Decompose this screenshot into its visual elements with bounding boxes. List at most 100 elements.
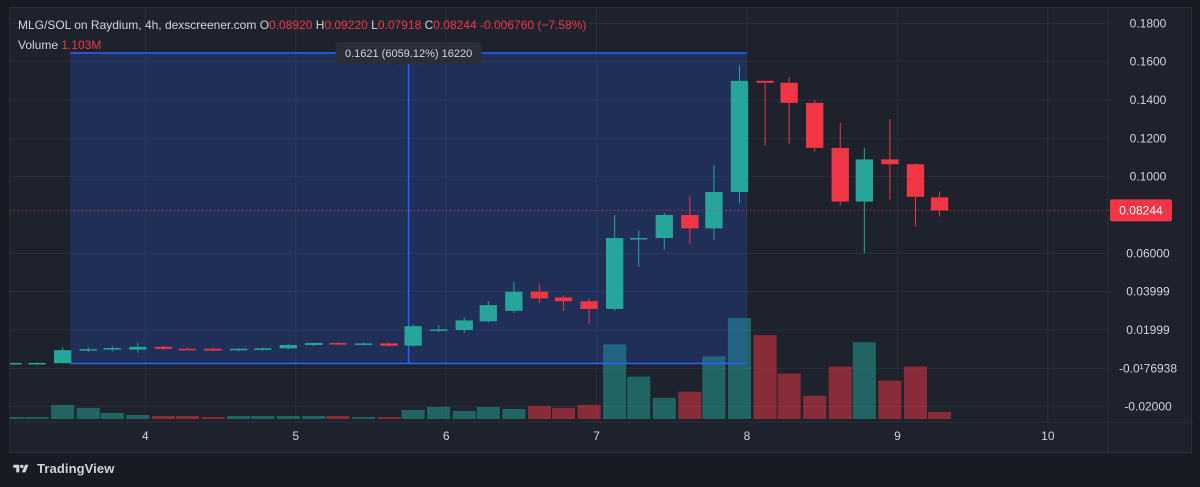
candle-body <box>404 326 422 346</box>
candle-body <box>354 343 373 345</box>
candle <box>479 301 497 323</box>
candle-body <box>831 147 849 202</box>
candle <box>204 347 222 352</box>
volume-bar <box>326 415 350 419</box>
candle <box>881 119 899 200</box>
candle <box>28 362 46 365</box>
volume-bar <box>577 404 601 419</box>
candle-body <box>380 343 398 346</box>
volume-bar <box>927 411 952 419</box>
volume-bar <box>377 416 401 419</box>
candle-body <box>630 238 648 240</box>
candle-body <box>730 80 749 192</box>
candle-body <box>79 349 97 351</box>
tradingview-logo-icon <box>13 464 29 472</box>
price-tick-label: 0.06000 <box>1126 246 1170 260</box>
price-tick-label: 0.1800 <box>1130 16 1167 30</box>
candle <box>178 347 197 351</box>
candle-body <box>505 291 523 311</box>
last-price-badge <box>1110 199 1172 222</box>
candle <box>831 123 849 206</box>
candle <box>655 213 673 250</box>
volume-bar <box>227 415 251 419</box>
volume-bar <box>702 356 726 419</box>
volume-bar <box>527 405 551 419</box>
candle-body <box>305 343 323 345</box>
candle-body <box>329 343 347 345</box>
candle-body <box>53 350 72 364</box>
candle-body <box>780 82 798 103</box>
candle-body <box>430 329 448 331</box>
candle <box>430 325 448 332</box>
candle <box>79 347 97 353</box>
candle <box>681 195 699 244</box>
volume-bar <box>51 404 75 419</box>
change-value: -0.006760 (−7.58%) <box>480 18 587 32</box>
volume-bar <box>10 416 25 419</box>
candle-body <box>28 362 46 365</box>
volume-bar <box>852 342 876 419</box>
candle <box>455 317 473 333</box>
volume-bar <box>828 366 852 419</box>
candle-body <box>906 164 925 197</box>
candle-body <box>279 344 297 349</box>
candle <box>354 342 373 346</box>
volume-bar <box>25 416 49 419</box>
time-tick-label: 9 <box>894 429 901 443</box>
volume-bar <box>476 406 500 419</box>
volume-bar <box>276 415 300 419</box>
price-tick-label: 0.01999 <box>1126 323 1170 337</box>
low-label: L <box>371 18 378 32</box>
ohlc-legend: MLG/SOL on Raydium, 4h, dexscreener.com … <box>18 18 586 32</box>
candle <box>906 163 925 227</box>
volume-bar <box>727 318 752 419</box>
last-price-label: 0.08244 <box>1119 203 1163 217</box>
axis-layer: 0.1800 0.1600 0.1400 0.1200 0.1000 0.06000 0.0… <box>10 8 1193 454</box>
candle <box>404 324 422 347</box>
price-tick-label: 0.03999 <box>1126 285 1170 299</box>
chart-frame[interactable]: 0.1621 (6059.12%) 16220 0.1800 0.1600 0.14… <box>9 7 1193 454</box>
volume-bar <box>175 415 200 419</box>
open-value: 0.08920 <box>269 18 313 32</box>
volume-bar <box>100 412 124 419</box>
candle-body <box>705 192 723 229</box>
candle <box>730 65 749 204</box>
volume-label: Volume <box>18 38 59 52</box>
candle-body <box>881 159 899 165</box>
time-tick-label: 10 <box>1041 429 1055 443</box>
volume-bar <box>201 416 225 419</box>
volume-bar <box>126 414 150 419</box>
time-tick-label: 5 <box>292 429 299 443</box>
volume-bar <box>427 406 451 419</box>
high-label: H <box>315 18 325 32</box>
volume-bar <box>903 366 928 419</box>
candle-body <box>154 346 173 349</box>
candle <box>380 342 398 347</box>
volume-bar <box>678 391 702 419</box>
volume-bar <box>251 415 275 419</box>
high-value: 0.09220 <box>324 18 368 32</box>
candle-body <box>204 348 222 351</box>
time-tick-label: 6 <box>443 429 450 443</box>
candle <box>780 77 798 145</box>
tradingview-branding[interactable]: TradingView <box>11 461 114 476</box>
candle-layer <box>10 65 949 365</box>
measure-layer: 0.1621 (6059.12%) 16220 <box>70 42 748 365</box>
candle <box>279 343 297 350</box>
candle-body <box>855 159 873 202</box>
volume-bar <box>151 415 175 419</box>
candle <box>229 348 248 352</box>
open-label: O <box>259 18 270 32</box>
candle <box>605 215 624 311</box>
grid <box>10 8 1108 422</box>
candle <box>10 362 22 365</box>
candle <box>53 347 72 364</box>
volume-legend: Volume 1.103M <box>18 38 101 52</box>
candle <box>530 284 549 304</box>
candle-body <box>178 348 197 351</box>
candle-body <box>806 102 824 148</box>
candle <box>756 80 774 146</box>
price-chart[interactable]: 0.1621 (6059.12%) 16220 0.1800 0.1600 0.14… <box>10 8 1193 454</box>
candle <box>129 342 147 353</box>
volume-value: 1.103M <box>61 38 102 52</box>
